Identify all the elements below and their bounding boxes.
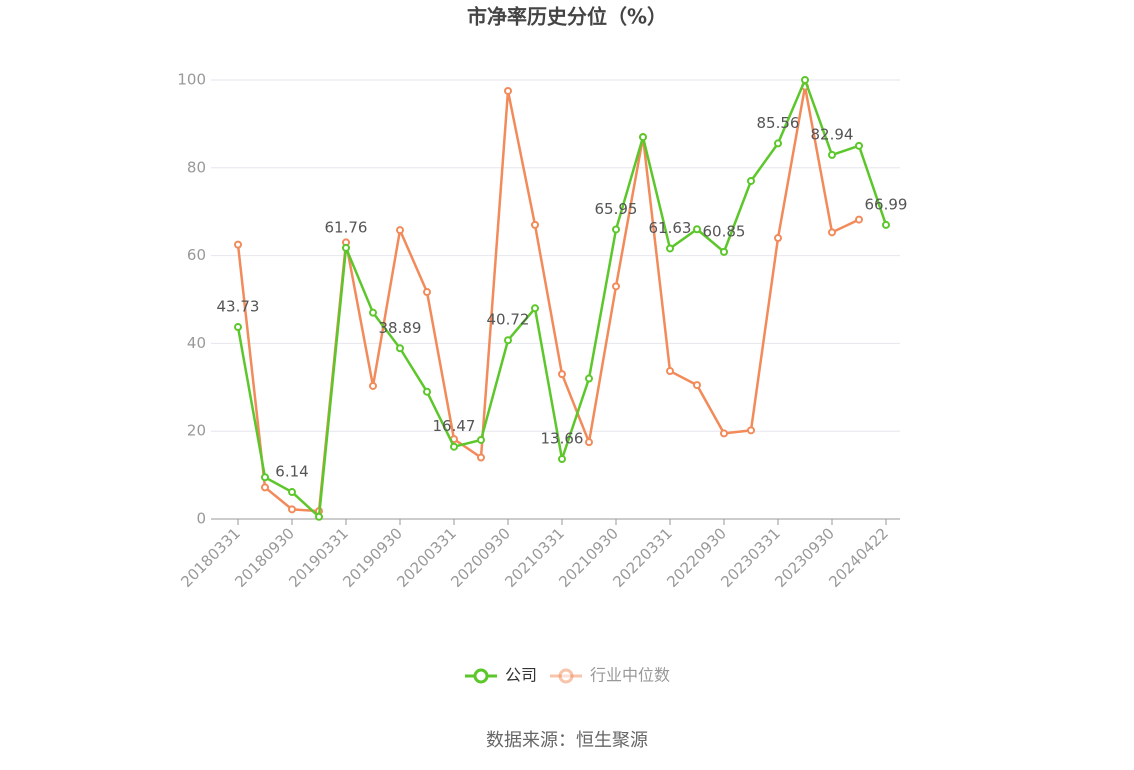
point — [747, 176, 755, 185]
data-label: 82.94 — [811, 125, 854, 143]
point — [693, 225, 701, 234]
source: 数据来源：恒生聚源 — [486, 730, 648, 751]
point — [288, 488, 296, 497]
point — [693, 381, 701, 390]
point — [720, 429, 728, 438]
point — [585, 374, 593, 383]
data-label: 60.85 — [703, 222, 746, 240]
point — [801, 76, 809, 84]
point — [612, 282, 620, 291]
point — [774, 234, 782, 243]
point — [531, 304, 539, 313]
point — [234, 323, 242, 332]
data-label: 16.47 — [433, 417, 476, 435]
point — [261, 473, 269, 482]
data-label: 40.72 — [487, 311, 530, 329]
data-label: 85.56 — [757, 114, 800, 132]
point — [531, 220, 539, 229]
legend-label: 公司 — [505, 666, 537, 685]
point — [477, 453, 485, 462]
point — [477, 435, 485, 444]
point — [558, 455, 566, 464]
y-tick-label: 0 — [196, 510, 206, 528]
data-label: 6.14 — [275, 463, 308, 481]
legend-icon — [473, 668, 489, 684]
legend-label: 行业中位数 — [590, 666, 670, 685]
point — [666, 244, 674, 253]
point — [396, 344, 404, 353]
point — [774, 139, 782, 148]
point — [423, 288, 431, 297]
data-label: 38.89 — [379, 319, 422, 337]
data-label: 65.95 — [595, 200, 638, 218]
x-tick-label: 20240422 — [825, 524, 892, 591]
y-tick-label: 100 — [177, 71, 206, 89]
point — [450, 442, 458, 451]
point — [747, 426, 755, 435]
point — [342, 243, 350, 252]
point — [828, 228, 836, 237]
point — [396, 226, 404, 235]
point — [261, 483, 269, 492]
legend-icon — [558, 668, 574, 684]
point — [558, 370, 566, 379]
y-tick-label: 40 — [187, 334, 206, 352]
point — [720, 247, 728, 256]
point — [234, 240, 242, 249]
point — [369, 308, 377, 317]
data-label: 43.73 — [217, 298, 260, 316]
point — [369, 381, 377, 390]
point — [315, 512, 323, 521]
point — [612, 225, 620, 234]
point — [504, 86, 512, 95]
point — [828, 150, 836, 159]
point — [585, 438, 593, 447]
series-line — [236, 76, 888, 520]
data-label: 13.66 — [541, 430, 584, 448]
point — [855, 141, 863, 150]
y-tick-label: 80 — [187, 158, 206, 176]
point — [504, 336, 512, 345]
point — [288, 505, 296, 514]
point — [639, 133, 647, 142]
data-label: 61.63 — [649, 219, 692, 237]
point — [882, 220, 890, 229]
point — [855, 215, 863, 224]
chart-title: 市净率历史分位（%） — [467, 5, 667, 29]
y-tick-label: 20 — [187, 422, 206, 440]
data-label: 66.99 — [865, 195, 908, 213]
y-tick-label: 60 — [187, 246, 206, 264]
point — [666, 367, 674, 376]
data-label: 61.76 — [325, 218, 368, 236]
point — [423, 387, 431, 396]
